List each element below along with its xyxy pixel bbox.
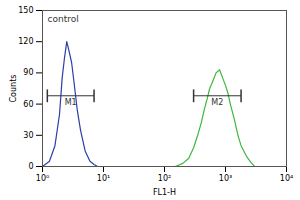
svg-text:control: control [48, 14, 79, 24]
svg-text:0: 0 [28, 162, 33, 171]
svg-text:10¹: 10¹ [97, 174, 110, 183]
svg-text:10²: 10² [158, 174, 171, 183]
svg-text:90: 90 [23, 68, 33, 77]
svg-text:10⁰: 10⁰ [36, 174, 49, 183]
svg-text:10³: 10³ [219, 174, 232, 183]
svg-text:FL1-H: FL1-H [153, 188, 176, 197]
svg-text:120: 120 [18, 37, 33, 46]
svg-text:10⁴: 10⁴ [280, 174, 293, 183]
svg-text:M1: M1 [65, 98, 77, 107]
svg-text:150: 150 [18, 6, 33, 15]
svg-text:60: 60 [23, 100, 33, 109]
svg-text:30: 30 [23, 131, 33, 140]
svg-text:Counts: Counts [9, 75, 18, 103]
svg-text:M2: M2 [211, 98, 223, 107]
